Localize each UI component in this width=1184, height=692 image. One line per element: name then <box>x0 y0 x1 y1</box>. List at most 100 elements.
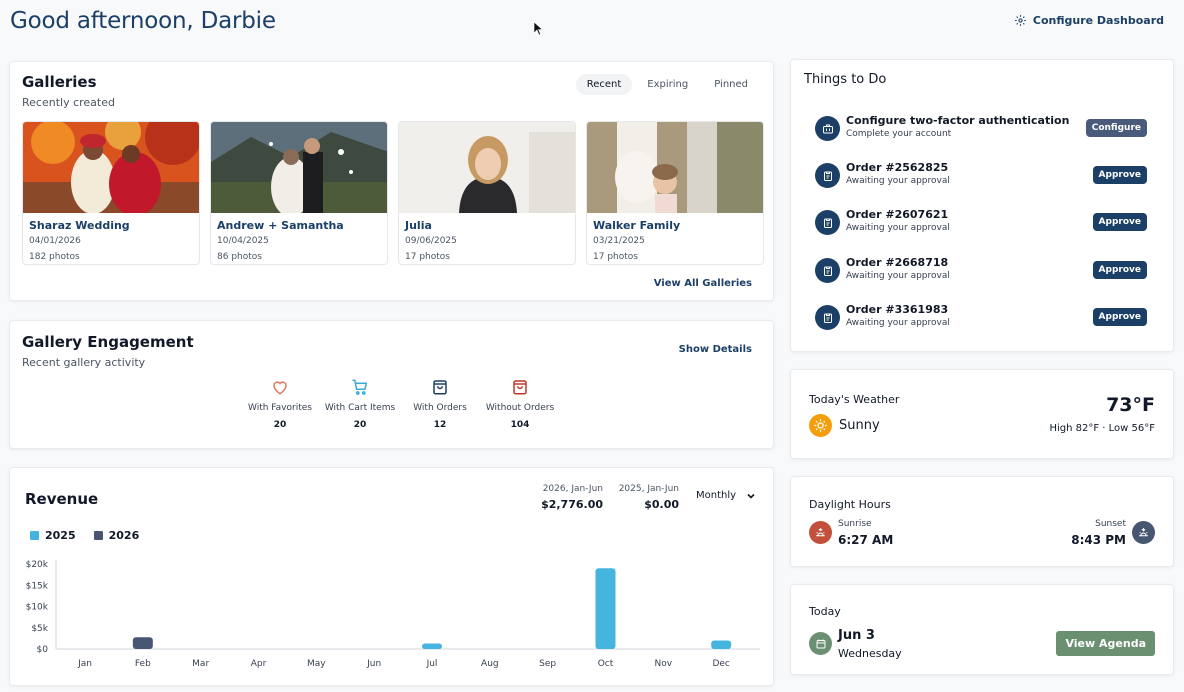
stat-with-favorites: With Favorites 20 <box>240 378 320 430</box>
y-tick-label: $15k <box>26 581 49 591</box>
x-tick-label: Nov <box>655 659 673 669</box>
task-subtitle: Awaiting your approval <box>846 271 950 281</box>
x-tick-label: Apr <box>251 659 267 669</box>
page-greeting: Good afternoon, Darbie <box>10 8 276 34</box>
task-title: Order #2668718 <box>846 256 949 269</box>
chevron-down-icon <box>747 493 755 499</box>
stat-with-cart-items: With Cart Items 20 <box>320 378 400 430</box>
gallery-cover-image <box>211 122 387 213</box>
today-date: Jun 3 <box>838 628 875 643</box>
configure-button[interactable]: Configure <box>1085 119 1147 137</box>
x-tick-label: May <box>307 659 326 669</box>
gallery-date: 03/21/2025 <box>593 236 645 246</box>
galleries-card: Galleries Recently created Recent Expiri… <box>9 61 774 301</box>
galleries-title: Galleries <box>22 73 97 91</box>
gallery-photo-count: 86 photos <box>217 252 262 262</box>
x-tick-label: Jan <box>77 659 92 669</box>
bag-icon <box>433 380 447 395</box>
x-tick-label: Sep <box>539 659 556 669</box>
todo-task: Order #2668718 Awaiting your approval Ap… <box>815 254 1147 290</box>
weather-condition: Sunny <box>839 418 880 433</box>
sunrise-label: Sunrise <box>838 519 872 529</box>
galleries-subtitle: Recently created <box>22 96 115 109</box>
calendar-icon <box>809 632 832 655</box>
approve-button[interactable]: Approve <box>1092 308 1147 326</box>
todo-task: Order #3361983 Awaiting your approval Ap… <box>815 301 1147 337</box>
configure-dashboard-button[interactable]: Configure Dashboard <box>1014 14 1164 27</box>
chart-legend: 2025 2026 <box>30 529 139 542</box>
configure-dashboard-label: Configure Dashboard <box>1032 14 1164 27</box>
weather-temperature: 73°F <box>1106 394 1155 416</box>
clipboard-icon <box>815 305 840 330</box>
clipboard-icon <box>815 163 840 188</box>
tab-expiring[interactable]: Expiring <box>647 79 689 90</box>
gallery-card[interactable]: Sharaz Wedding 04/01/2026 182 photos <box>22 121 200 265</box>
stat-with-orders: With Orders 12 <box>400 378 480 430</box>
chart-bar-2025-oct <box>595 568 616 649</box>
stat-label: Without Orders <box>485 403 555 413</box>
x-tick-label: Aug <box>481 659 499 669</box>
stat-label: With Cart Items <box>324 403 396 413</box>
legend-item[interactable]: 2026 <box>93 529 139 542</box>
revenue-amount: $2,776.00 <box>541 498 603 511</box>
approve-button[interactable]: Approve <box>1092 166 1147 184</box>
approve-button[interactable]: Approve <box>1092 213 1147 231</box>
gallery-date: 10/04/2025 <box>217 236 269 246</box>
weather-card: Today's Weather Sunny 73°F High 82°F · L… <box>790 369 1174 459</box>
sunset-time: 8:43 PM <box>1071 533 1126 547</box>
clipboard-icon <box>815 258 840 283</box>
task-subtitle: Awaiting your approval <box>846 318 950 328</box>
gallery-photo-count: 17 photos <box>405 252 450 262</box>
engagement-subtitle: Recent gallery activity <box>22 356 146 369</box>
revenue-amount: $0.00 <box>644 498 679 511</box>
weather-title: Today's Weather <box>809 393 900 406</box>
galleries-tabs: Recent Expiring Pinned <box>575 74 759 95</box>
sun-icon <box>809 414 832 437</box>
gallery-photo-count: 182 photos <box>29 252 80 262</box>
show-details-link[interactable]: Show Details <box>678 344 752 355</box>
stat-label: With Orders <box>413 403 467 413</box>
today-title: Today <box>809 605 841 618</box>
sunrise-icon <box>809 521 832 544</box>
cart-icon <box>352 379 368 395</box>
stat-without-orders: Without Orders 104 <box>480 378 560 430</box>
view-agenda-button[interactable]: View Agenda <box>1056 631 1155 656</box>
chart-bar-2025-jul <box>422 643 442 649</box>
daylight-title: Daylight Hours <box>809 498 891 511</box>
task-title: Order #2607621 <box>846 208 949 221</box>
y-tick-label: $5k <box>31 624 48 634</box>
todo-task: Order #2607621 Awaiting your approval Ap… <box>815 206 1147 242</box>
view-all-galleries-link[interactable]: View All Galleries <box>653 278 752 289</box>
task-title: Order #2562825 <box>846 161 949 174</box>
sunset-label: Sunset <box>1095 519 1126 529</box>
x-tick-label: Feb <box>135 659 151 669</box>
sunset-icon <box>1132 521 1155 544</box>
range-select-value: Monthly <box>696 490 737 501</box>
revenue-chart: $0 $5k $10k $15k $20k Jan Feb Mar Apr May Jun Jul Au… <box>26 560 760 669</box>
gallery-card[interactable]: Andrew + Samantha 10/04/2025 86 photos <box>210 121 388 265</box>
x-tick-label: Oct <box>598 659 614 669</box>
legend-swatch <box>93 531 103 540</box>
bag-icon <box>513 380 527 395</box>
range-select[interactable]: Monthly <box>696 490 756 501</box>
tab-recent[interactable]: Recent <box>575 74 633 95</box>
gallery-cover-image <box>23 122 199 213</box>
stat-value: 12 <box>433 420 447 430</box>
tab-pinned[interactable]: Pinned <box>714 79 748 90</box>
y-tick-label: $20k <box>26 560 49 570</box>
todo-title: Things to Do <box>804 72 887 87</box>
gallery-card[interactable]: Julia 09/06/2025 17 photos <box>398 121 576 265</box>
engagement-title: Gallery Engagement <box>22 333 194 351</box>
todo-task: Configure two-factor authentication Comp… <box>815 112 1147 148</box>
gallery-date: 04/01/2026 <box>29 236 81 246</box>
revenue-summary-2026: 2026, Jan-Jun $2,776.00 <box>530 484 603 511</box>
gallery-date: 09/06/2025 <box>405 236 457 246</box>
gallery-card[interactable]: Walker Family 03/21/2025 17 photos <box>586 121 764 265</box>
legend-item[interactable]: 2025 <box>30 529 76 542</box>
todo-task: Order #2562825 Awaiting your approval Ap… <box>815 159 1147 195</box>
daylight-hours-card: Daylight Hours Sunrise 6:27 AM Sunset 8:… <box>790 476 1174 567</box>
legend-swatch <box>30 531 39 540</box>
stat-value: 104 <box>510 420 530 430</box>
approve-button[interactable]: Approve <box>1092 261 1147 279</box>
chart-bar-2025-dec <box>711 640 732 649</box>
